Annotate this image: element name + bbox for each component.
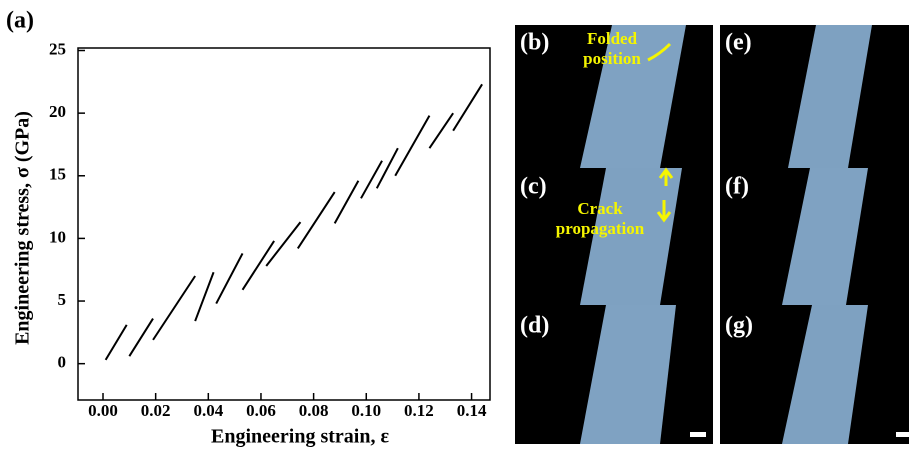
scale-bar — [896, 432, 909, 437]
x-tick-label: 0.02 — [141, 401, 171, 420]
arrow — [658, 167, 674, 186]
annotation: Folded — [587, 29, 638, 48]
panel-label: (a) — [6, 8, 34, 34]
x-tick-label: 0.04 — [193, 401, 223, 420]
panel-label: (d) — [520, 313, 549, 339]
sample-strip — [580, 305, 676, 444]
annotation: Crack — [577, 199, 623, 218]
arrow — [647, 42, 672, 62]
scale-bar — [690, 432, 706, 437]
y-tick-label: 10 — [49, 227, 66, 246]
y-tick-label: 5 — [58, 290, 67, 309]
y-tick-label: 20 — [49, 102, 66, 121]
annotation: position — [583, 49, 641, 68]
panel-label: (g) — [725, 313, 753, 339]
y-tick-label: 15 — [49, 165, 66, 184]
y-tick-label: 25 — [49, 39, 66, 58]
x-axis-label: Engineering strain, ε — [211, 426, 389, 448]
image-panels — [515, 25, 909, 444]
sample-strip — [580, 168, 682, 305]
panel-label: (f) — [725, 174, 749, 200]
panel-label: (c) — [520, 174, 547, 200]
sample-strip — [782, 305, 868, 444]
y-axis-label: Engineering stress, σ (GPa) — [12, 111, 34, 345]
x-tick-label: 0.12 — [404, 401, 434, 420]
x-tick-label: 0.10 — [351, 401, 381, 420]
sample-strip — [580, 25, 686, 168]
y-tick-label: 0 — [58, 353, 67, 372]
annotation: propagation — [556, 219, 645, 238]
panel-label: (b) — [520, 30, 549, 56]
x-tick-label: 0.14 — [457, 401, 487, 420]
panel-label: (e) — [725, 30, 752, 56]
plot: 0 5 10 15 20 25 0.00 0.02 0.04 0.06 0.08 0.10 0.12 0.… — [49, 39, 487, 419]
plot-frame — [77, 47, 491, 401]
x-tick-label: 0.06 — [246, 401, 276, 420]
sample-strip — [782, 168, 868, 305]
arrow — [656, 200, 672, 223]
stress-strain-curve — [104, 83, 483, 361]
x-tick-label: 0.00 — [88, 401, 118, 420]
x-tick-label: 0.08 — [299, 401, 329, 420]
sample-strip — [788, 25, 872, 168]
